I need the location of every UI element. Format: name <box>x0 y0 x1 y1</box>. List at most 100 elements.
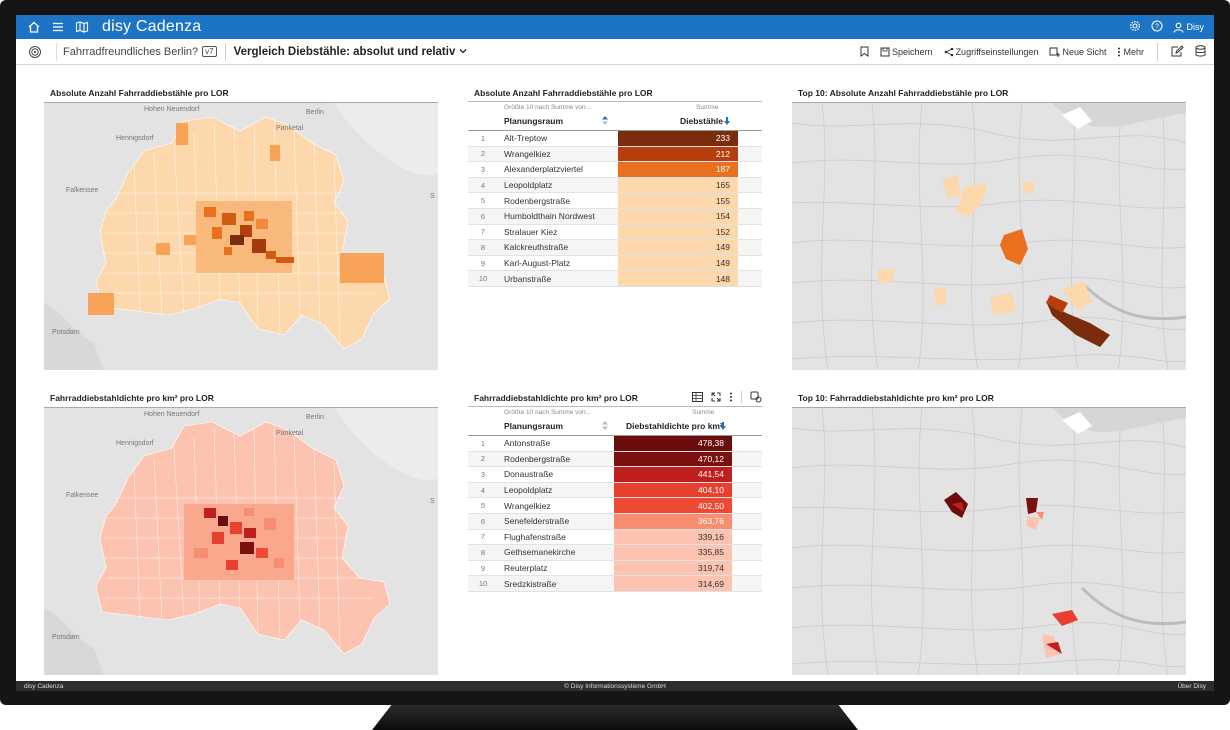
more-button[interactable]: Mehr <box>1117 47 1144 57</box>
row-value: 233 <box>618 131 738 146</box>
row-index: 6 <box>480 211 486 221</box>
table-row[interactable]: 2 Wrangelkiez 212 <box>468 146 762 163</box>
new-view-button[interactable]: Neue Sicht <box>1049 47 1106 57</box>
row-index: 8 <box>480 242 486 252</box>
row-index: 5 <box>480 196 486 206</box>
table-row[interactable]: 1 Antonstraße 478,38 <box>468 436 762 452</box>
row-name: Antonstraße <box>504 438 551 449</box>
row-value: 149 <box>618 240 738 255</box>
table2-col-name[interactable]: Planungsraum <box>504 421 564 431</box>
chevron-down-icon <box>459 48 467 53</box>
table2-actions <box>692 391 762 403</box>
expand-icon[interactable] <box>711 392 721 402</box>
label-s: S <box>430 498 435 505</box>
new-view-icon <box>1049 47 1061 57</box>
label-panketal: Panketal <box>276 125 304 132</box>
target-icon[interactable] <box>24 41 46 63</box>
map-icon[interactable] <box>74 19 90 35</box>
row-name: Humboldthain Nordwest <box>504 211 595 222</box>
table-row[interactable]: 4 Leopoldplatz 165 <box>468 177 762 194</box>
row-value: 154 <box>618 208 738 224</box>
link-icon[interactable] <box>750 391 762 403</box>
map-absolute[interactable]: Hohen Neuendorf Berlin Hennigsdorf Panke… <box>44 102 438 370</box>
sort-icon[interactable] <box>602 421 608 430</box>
table-row[interactable]: 1 Alt-Treptow 233 <box>468 131 762 147</box>
row-index: 3 <box>480 164 486 174</box>
row-index: 9 <box>480 563 486 573</box>
table-absolute: Größte 10 nach Summe von... Summe Planun… <box>468 101 762 287</box>
table-row[interactable]: 9 Reuterplatz 319,74 <box>468 560 762 577</box>
table-row[interactable]: 3 Donaustraße 441,54 <box>468 467 762 483</box>
table1-body: 1 Alt-Treptow 233 2 Wrangelkiez 212 3 Alexander… <box>468 131 762 287</box>
sort-desc-icon[interactable] <box>724 117 730 125</box>
view-toolbar: Fahrradfreundliches Berlin? v7 Vergleich… <box>16 39 1214 65</box>
sort-icon[interactable] <box>602 116 608 125</box>
save-icon <box>880 47 890 56</box>
app-name: disy Cadenza <box>102 18 202 35</box>
menu-icon[interactable] <box>50 19 66 35</box>
table-row[interactable]: 10 Sredzkistraße 314,69 <box>468 576 762 592</box>
table-row[interactable]: 7 Flughafenstraße 339,16 <box>468 529 762 546</box>
row-value: 165 <box>618 177 738 193</box>
table-row[interactable]: 3 Alexanderplatzviertel 187 <box>468 162 762 178</box>
table1-title: Absolute Anzahl Fahrraddiebstähle pro LO… <box>474 88 653 98</box>
table-row[interactable]: 10 Urbanstraße 148 <box>468 271 762 287</box>
table-row[interactable]: 9 Karl-August-Platz 149 <box>468 255 762 272</box>
row-value: 478,38 <box>614 436 732 451</box>
save-button[interactable]: Speichern <box>880 47 933 57</box>
table-row[interactable]: 4 Leopoldplatz 404,10 <box>468 482 762 499</box>
table1-col-value[interactable]: Diebstähle <box>680 116 723 126</box>
row-name: Rodenbergstraße <box>504 453 571 464</box>
row-value: 335,85 <box>614 545 732 560</box>
label-berlin: Berlin <box>306 109 324 116</box>
map1-title: Absolute Anzahl Fahrraddiebstähle pro LO… <box>50 88 229 98</box>
table2-title: Fahrraddiebstahldichte pro km² pro LOR <box>474 393 638 403</box>
view-title-dropdown[interactable]: Vergleich Diebstähle: absolut und relati… <box>234 46 467 58</box>
row-name: Rodenbergstraße <box>504 195 571 206</box>
table-row[interactable]: 6 Senefelderstraße 363,76 <box>468 513 762 530</box>
home-icon[interactable] <box>26 19 42 35</box>
label-hohen-neuendorf: Hohen Neuendorf <box>144 411 200 418</box>
table2-col-value[interactable]: Diebstahldichte pro km² <box>626 421 723 431</box>
edit-icon[interactable] <box>1171 44 1184 59</box>
settings-icon[interactable] <box>1129 20 1141 34</box>
row-name: Alt-Treptow <box>504 133 548 144</box>
more-vertical-icon[interactable] <box>729 392 733 402</box>
sort-desc-icon[interactable] <box>720 422 726 430</box>
bookmark-icon <box>860 46 869 57</box>
row-index: 10 <box>478 579 488 589</box>
user-menu[interactable]: Disy <box>1172 22 1204 33</box>
row-name: Gethsemanekirche <box>504 547 576 558</box>
map-density[interactable]: Hohen Neuendorf Berlin Hennigsdorf Panke… <box>44 407 438 675</box>
table-row[interactable]: 2 Rodenbergstraße 470,12 <box>468 451 762 468</box>
app-screen: disy Cadenza ? Disy Fahrradfreundlic <box>16 15 1214 691</box>
bookmark-button[interactable] <box>860 46 869 57</box>
map-top10-density[interactable] <box>792 407 1186 675</box>
row-value: 314,69 <box>614 576 732 591</box>
access-settings-button[interactable]: Zugriffseinstellungen <box>944 47 1038 57</box>
table-icon[interactable] <box>692 392 703 402</box>
project-name[interactable]: Fahrradfreundliches Berlin? v7 <box>56 42 217 61</box>
row-index: 2 <box>480 149 486 159</box>
table-row[interactable]: 5 Rodenbergstraße 155 <box>468 193 762 209</box>
label-s: S <box>430 193 435 200</box>
row-index: 4 <box>480 485 486 495</box>
save-label: Speichern <box>892 46 933 57</box>
table-row[interactable]: 7 Stralauer Kiez 152 <box>468 224 762 241</box>
table2-header: Größte 10 nach Summe von... Summe Planun… <box>468 406 762 436</box>
table-row[interactable]: 8 Kalckreuthstraße 149 <box>468 240 762 256</box>
footer-copyright: © Disy Informationssysteme GmbH <box>564 682 666 690</box>
about-link[interactable]: Über Disy <box>1177 682 1206 690</box>
row-value: 148 <box>618 271 738 286</box>
table-row[interactable]: 6 Humboldthain Nordwest 154 <box>468 208 762 225</box>
database-icon[interactable] <box>1195 44 1206 59</box>
table-row[interactable]: 5 Wrangelkiez 402,50 <box>468 498 762 514</box>
label-panketal: Panketal <box>276 430 304 437</box>
top2-title: Top 10: Fahrraddiebstahldichte pro km² p… <box>798 393 994 403</box>
map-top10-absolute[interactable] <box>792 102 1186 370</box>
title-bar: disy Cadenza ? Disy <box>16 15 1214 39</box>
label-falkensee: Falkensee <box>66 492 99 499</box>
help-icon[interactable]: ? <box>1150 20 1163 34</box>
table1-col-name[interactable]: Planungsraum <box>504 116 564 126</box>
table-row[interactable]: 8 Gethsemanekirche 335,85 <box>468 545 762 561</box>
